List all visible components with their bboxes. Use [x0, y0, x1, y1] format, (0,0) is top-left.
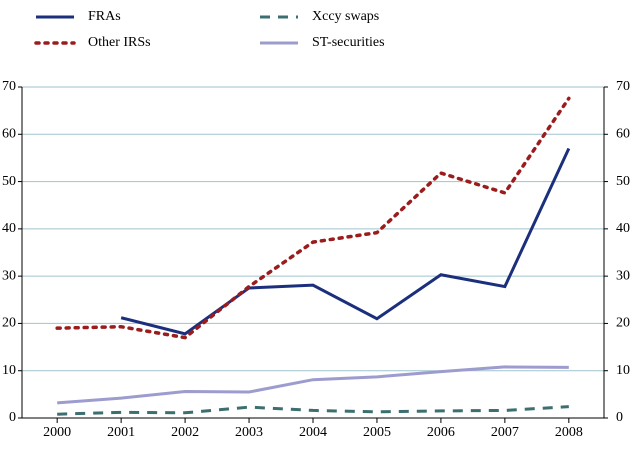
- series-line: [57, 405, 569, 416]
- y2-tick-label: 60: [616, 127, 630, 142]
- legend-label: Xccy swaps: [312, 9, 379, 24]
- x-tick-label: 2001: [107, 425, 135, 440]
- y-tick-label: 60: [2, 127, 16, 142]
- x-tick-label: 2003: [235, 425, 263, 440]
- series-line: [55, 96, 571, 340]
- series-line: [57, 365, 569, 405]
- y2-tick-label: 10: [616, 363, 630, 378]
- x-tick-label: 2007: [491, 425, 519, 440]
- y2-tick-label: 0: [616, 410, 623, 425]
- y2-tick-label: 30: [616, 268, 630, 283]
- y2-tick-label: 40: [616, 221, 630, 236]
- x-tick-label: 2008: [555, 425, 583, 440]
- legend-label: Other IRSs: [88, 35, 151, 50]
- series-line: [120, 147, 571, 336]
- y2-tick-label: 70: [616, 79, 630, 94]
- legend-label: FRAs: [88, 9, 121, 24]
- y-tick-label: 70: [2, 79, 16, 94]
- y-tick-label: 40: [2, 221, 16, 236]
- y2-tick-label: 50: [616, 174, 630, 189]
- y2-tick-label: 20: [616, 316, 630, 331]
- x-tick-label: 2006: [427, 425, 455, 440]
- y-tick-label: 10: [2, 363, 16, 378]
- legend-label: ST-securities: [312, 35, 385, 50]
- x-tick-label: 2004: [299, 425, 327, 440]
- y-tick-label: 30: [2, 268, 16, 283]
- x-tick-label: 2000: [43, 425, 71, 440]
- y-tick-label: 0: [9, 410, 16, 425]
- x-tick-label: 2002: [171, 425, 199, 440]
- x-tick-label: 2005: [363, 425, 391, 440]
- y-tick-label: 20: [2, 316, 16, 331]
- y-tick-label: 50: [2, 174, 16, 189]
